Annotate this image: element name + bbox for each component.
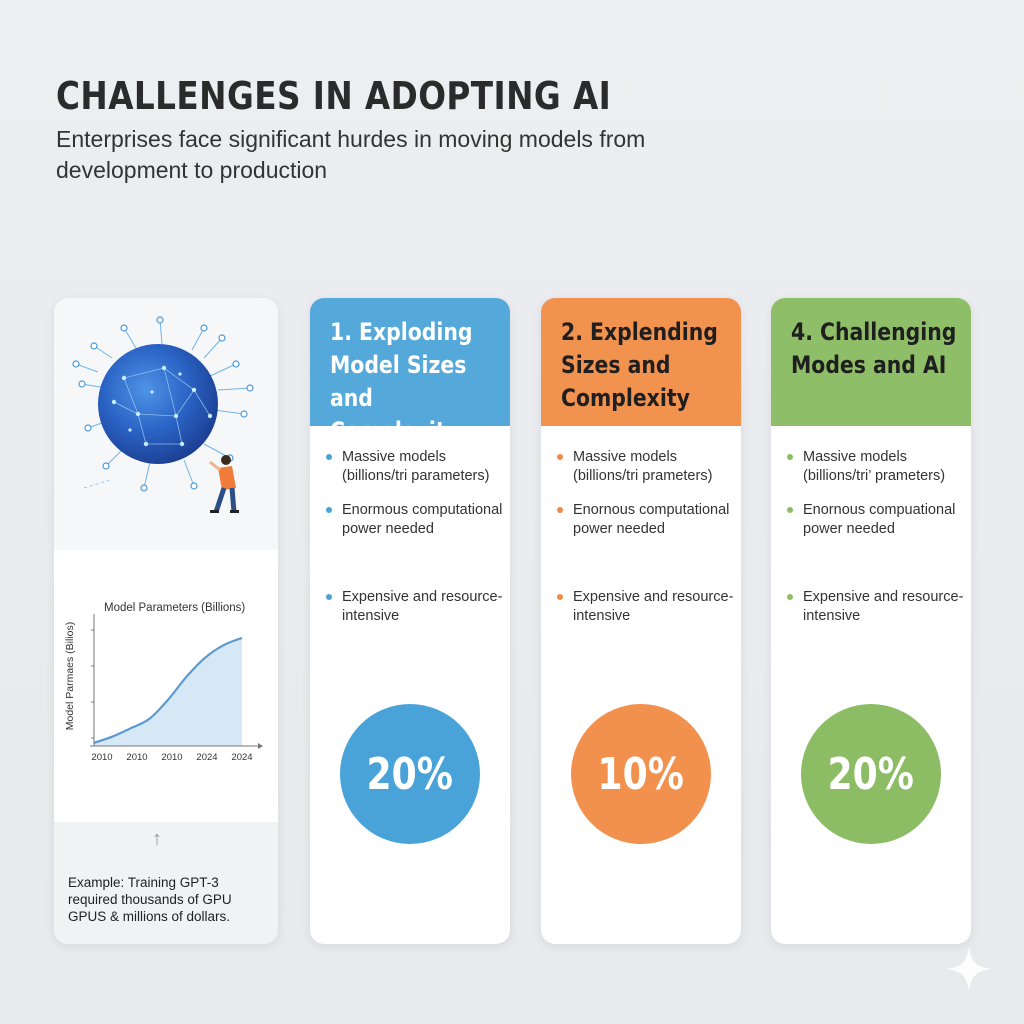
chart-plot: 2010 2010 2010 2024 2024 [90, 614, 263, 763]
chart-area [94, 637, 242, 746]
x-tick-label: 2010 [161, 752, 182, 763]
parameters-chart: Model Parameters (Billions) Model Parmae… [54, 550, 278, 822]
list-item: Expensive and resource-intensive [326, 588, 506, 626]
list-item: Enormous computational power needed [326, 501, 506, 539]
challenge-card-2: 2. Explending Sizes and Complexity Massi… [541, 298, 741, 944]
x-tick-label: 2024 [196, 752, 217, 763]
list-item: Enornous computational power needed [557, 501, 737, 539]
person-icon [209, 455, 239, 513]
bullet-dot-icon [787, 454, 793, 460]
challenge-card-3: 4. Challenging Modes and AI Massive mode… [771, 298, 971, 944]
card-header: 4. Challenging Modes and AI [771, 298, 971, 426]
x-tick-label: 2024 [231, 752, 252, 763]
list-item: Massive models (billions/tri’ prameters) [787, 448, 967, 486]
bullet-dot-icon [326, 594, 332, 600]
up-arrow-icon: ↑ [152, 828, 162, 850]
bullet-dot-icon [326, 454, 332, 460]
bullet-dot-icon [557, 594, 563, 600]
page-title: CHALLENGES IN ADOPTING AI [56, 74, 612, 118]
list-item: Expensive and resource-intensive [787, 588, 967, 626]
chart-y-axis-label: Model Parmaes (Bilios) [64, 621, 76, 731]
card-heading: 1. Exploding Model Sizes and Complexity [330, 318, 473, 445]
card-header: 1. Exploding Model Sizes and Complexity [310, 298, 510, 445]
example-text: Example: Training GPT-3 required thousan… [68, 875, 232, 924]
card-heading: 4. Challenging Modes and AI [791, 318, 957, 379]
list-item: Expensive and resource-intensive [557, 588, 737, 626]
x-tick-label: 2010 [126, 752, 147, 763]
percent-badge: 20% [340, 704, 480, 844]
bullet-dot-icon [557, 454, 563, 460]
percent-badge: 10% [571, 704, 711, 844]
bullet-dot-icon [787, 594, 793, 600]
sparkle-icon [946, 946, 992, 992]
challenge-card-1: 1. Exploding Model Sizes and Complexity … [310, 298, 510, 944]
bullet-dot-icon [326, 507, 332, 513]
list-item: Enornous compuational power needed [787, 501, 967, 539]
card-header: 2. Explending Sizes and Complexity [541, 298, 741, 426]
list-item: Massive models (billions/tri parameters) [326, 448, 506, 486]
x-tick-label: 2010 [91, 752, 112, 763]
globe-network-icon [72, 316, 254, 513]
page-subtitle: Enterprises face significant hurdes in m… [56, 126, 646, 183]
bullet-dot-icon [787, 507, 793, 513]
bullet-dot-icon [557, 507, 563, 513]
left-panel: Model Parameters (Billions) Model Parmae… [54, 298, 278, 944]
example-section: ↑ Example: Training GPT-3 required thous… [54, 822, 278, 944]
percent-badge: 20% [801, 704, 941, 844]
list-item: Massive models (billions/tri prameters) [557, 448, 737, 486]
chart-title: Model Parameters (Billions) [104, 602, 246, 614]
globe-illustration [54, 298, 278, 550]
card-heading: 2. Explending Sizes and Complexity [561, 318, 718, 412]
x-axis-arrow-icon [258, 743, 263, 749]
